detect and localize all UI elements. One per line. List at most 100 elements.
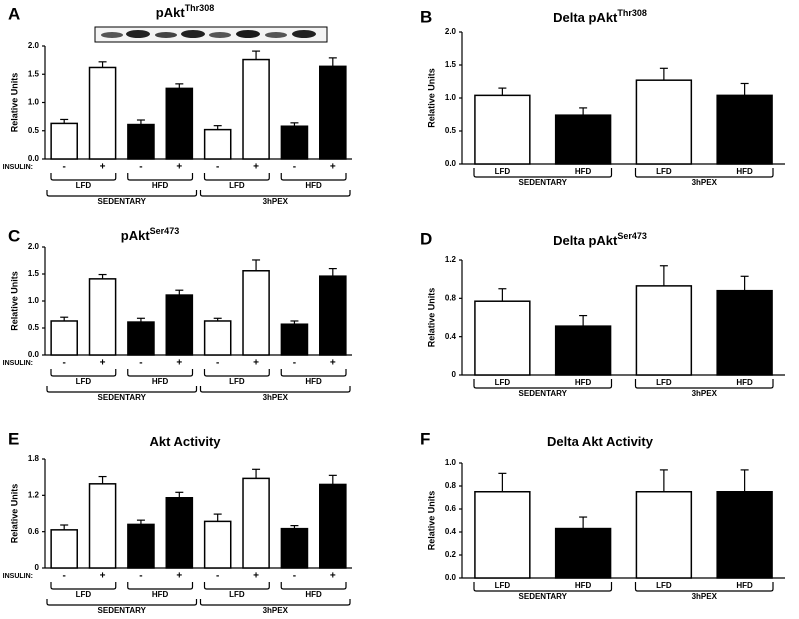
bracket: [127, 369, 194, 377]
y-tick-label: 1.0: [28, 98, 40, 107]
x-tick-label: -: [293, 162, 296, 173]
supergroup-label: SEDENTARY: [98, 606, 147, 615]
y-tick-label: 2.0: [28, 242, 40, 251]
x-tick-label: +: [253, 162, 259, 173]
group-label: HFD: [305, 377, 322, 386]
y-tick-label: 0.8: [445, 481, 457, 490]
chart-title: pAktThr308: [156, 3, 214, 20]
bracket: [50, 369, 117, 377]
x-tick-label: LFD: [656, 167, 672, 176]
x-tick-label: +: [253, 571, 259, 582]
bar: [319, 483, 347, 569]
x-tick-label: +: [100, 162, 106, 173]
x-tick-label: -: [139, 571, 142, 582]
panel-letter: E: [8, 429, 19, 448]
y-axis-label: Relative Units: [9, 271, 19, 331]
x-tick-label: LFD: [495, 378, 511, 387]
bracket: [280, 369, 347, 377]
group-label: LFD: [76, 590, 92, 599]
bracket: [280, 582, 347, 590]
x-tick-label: +: [100, 358, 106, 369]
y-tick-label: 0.0: [28, 350, 40, 359]
bracket: [203, 582, 270, 590]
panel-letter: F: [420, 429, 430, 448]
x-tick-label: +: [330, 571, 336, 582]
panel-letter: D: [420, 229, 432, 248]
bar: [319, 275, 347, 356]
y-tick-label: 1.5: [445, 60, 457, 69]
supergroup-label: SEDENTARY: [98, 197, 147, 206]
bar: [203, 128, 232, 160]
title-text: pAkt: [121, 228, 151, 243]
chart-title: Akt Activity: [149, 434, 221, 449]
y-tick-label: 1.0: [445, 458, 457, 467]
y-tick-label: 0.5: [445, 126, 457, 135]
bracket: [634, 582, 774, 592]
bar: [554, 325, 612, 376]
bar: [203, 520, 232, 569]
bracket: [127, 173, 194, 181]
bar: [554, 527, 612, 579]
panel-letter: A: [8, 4, 20, 23]
bar: [280, 323, 309, 356]
y-axis-label: Relative Units: [426, 288, 436, 348]
title-superscript: Thr308: [617, 8, 647, 18]
bracket: [203, 173, 270, 181]
y-tick-label: 1.5: [28, 269, 40, 278]
bar: [165, 294, 194, 356]
title-text: pAkt: [156, 5, 186, 20]
bar: [635, 491, 693, 579]
panel-letter: C: [8, 226, 20, 245]
x-tick-label: HFD: [736, 167, 753, 176]
y-tick-label: 0.0: [28, 154, 40, 163]
supergroup-label: SEDENTARY: [98, 393, 147, 402]
y-axis-label: Relative Units: [9, 484, 19, 544]
y-tick-label: 0.8: [445, 293, 457, 302]
x-tick-label: -: [293, 358, 296, 369]
bracket: [203, 369, 270, 377]
x-tick-label: HFD: [736, 581, 753, 590]
x-tick-label: +: [176, 571, 182, 582]
group-label: LFD: [229, 590, 245, 599]
chart-title: Delta pAktSer473: [553, 231, 647, 248]
y-tick-label: 0: [452, 370, 457, 379]
x-tick-label: -: [293, 571, 296, 582]
bracket: [46, 386, 198, 393]
x-tick-label: -: [139, 358, 142, 369]
x-tick-label: HFD: [575, 167, 592, 176]
x-tick-label: +: [330, 162, 336, 173]
title-text: Delta Akt Activity: [547, 434, 654, 449]
x-tick-label: -: [216, 358, 219, 369]
group-label: HFD: [305, 590, 322, 599]
x-tick-label: +: [176, 358, 182, 369]
group-label: LFD: [76, 181, 92, 190]
bar: [716, 491, 773, 579]
supergroup-label: SEDENTARY: [519, 178, 568, 187]
bracket: [473, 168, 613, 178]
y-tick-label: 0: [35, 563, 40, 572]
bar: [242, 58, 270, 160]
bar: [280, 125, 309, 160]
bracket: [199, 386, 351, 393]
western-blot: [94, 26, 328, 43]
y-tick-label: 1.2: [445, 255, 457, 264]
chart-title: pAktSer473: [121, 226, 179, 243]
insulin-label: INSULIN:: [3, 164, 33, 171]
bracket: [50, 582, 117, 590]
x-tick-label: LFD: [656, 581, 672, 590]
supergroup-label: 3hPEX: [263, 606, 289, 615]
y-tick-label: 0.5: [28, 323, 40, 332]
group-label: HFD: [152, 181, 169, 190]
bar: [242, 270, 270, 356]
bar: [716, 289, 773, 376]
x-tick-label: HFD: [736, 378, 753, 387]
y-axis-label: Relative Units: [426, 68, 436, 128]
y-tick-label: 0.0: [445, 573, 457, 582]
group-label: HFD: [152, 590, 169, 599]
insulin-label: INSULIN:: [3, 573, 33, 580]
bracket: [46, 190, 198, 197]
y-tick-label: 1.8: [28, 454, 40, 463]
bar: [50, 320, 78, 356]
bracket: [280, 173, 347, 181]
